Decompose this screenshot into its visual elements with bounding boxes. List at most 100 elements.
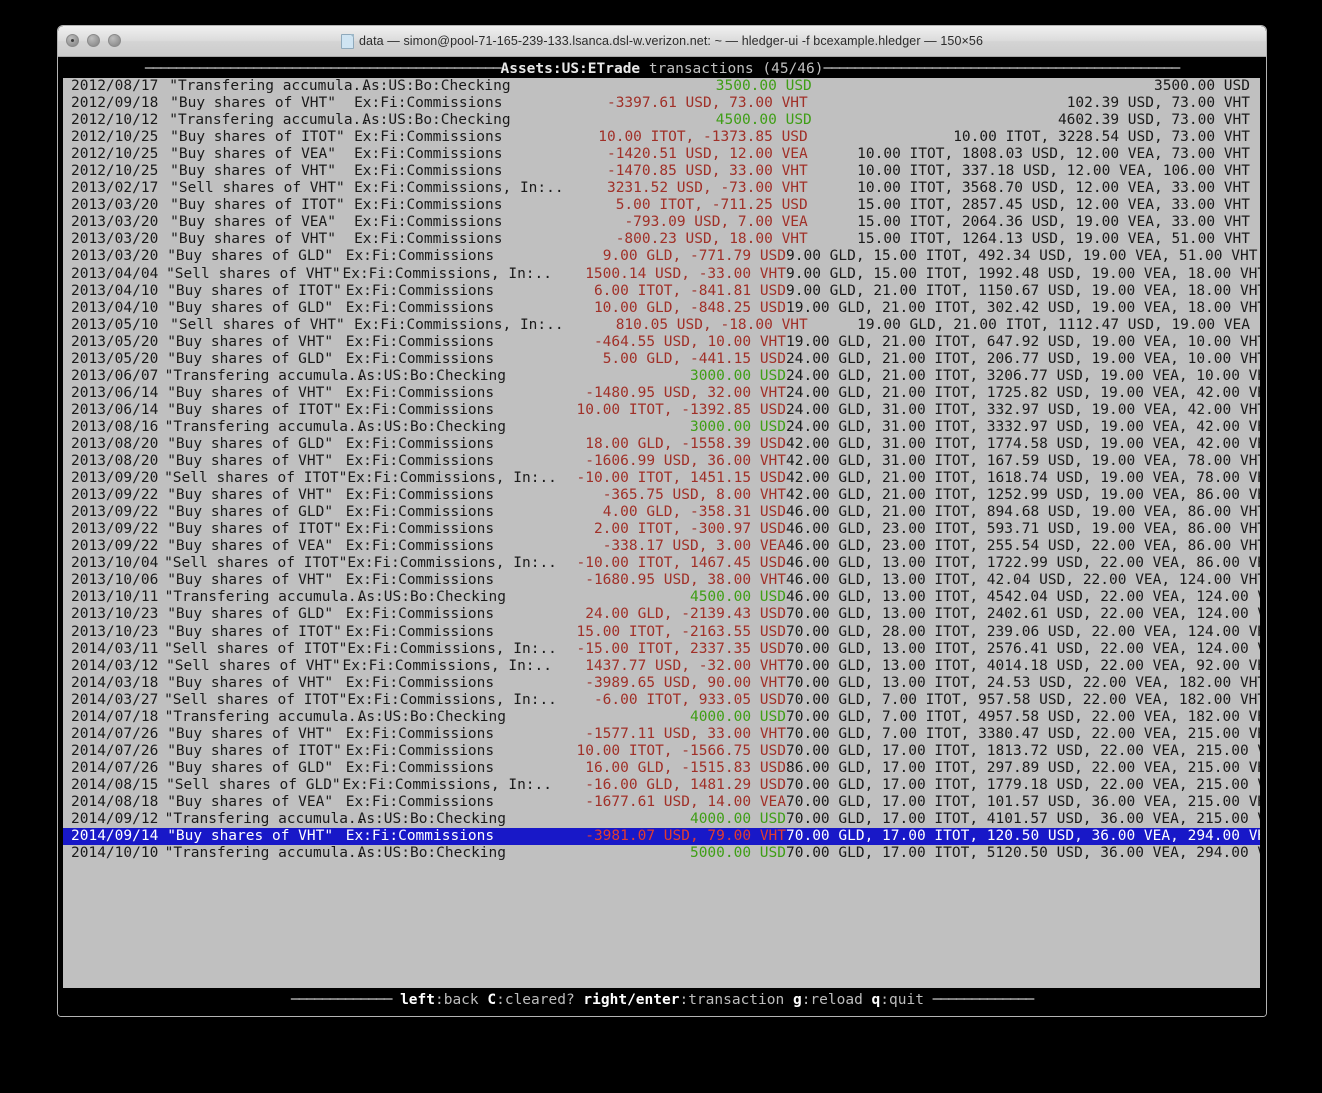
cell-acct: Ex:Fi:Commissions xyxy=(345,793,495,810)
table-row[interactable]: 2014/03/27 "Sell shares of ITOT" Ex:Fi:Com… xyxy=(63,692,1260,709)
table-row[interactable]: 2014/09/12 "Transfering accumula.. As:US:B… xyxy=(63,811,1260,828)
cell-bal: 19.00 GLD, 21.00 ITOT, 1112.47 USD, 19.0… xyxy=(857,316,1251,333)
table-row[interactable]: 2012/10/12 "Transfering accumula.. As:US:B… xyxy=(63,112,1260,129)
table-row[interactable]: 2013/09/22 "Buy shares of GLD" Ex:Fi:Commi… xyxy=(63,504,1260,521)
table-row[interactable]: 2012/08/17 "Transfering accumula.. As:US:B… xyxy=(63,78,1260,95)
cell-chg: 10.00 ITOT, -1373.85 USD xyxy=(598,129,808,146)
table-row[interactable]: 2014/07/26 "Buy shares of ITOT" Ex:Fi:Comm… xyxy=(63,743,1260,760)
table-row[interactable]: 2013/04/10 "Buy shares of GLD" Ex:Fi:Commi… xyxy=(63,300,1260,317)
table-row[interactable]: 2013/05/10 "Sell shares of VHT" Ex:Fi:Comm… xyxy=(63,317,1260,334)
table-row[interactable]: 2014/07/18 "Transfering accumula.. As:US:B… xyxy=(63,709,1260,726)
table-row[interactable]: 2013/08/16 "Transfering accumula.. As:US:B… xyxy=(63,419,1260,436)
cell-acct: Ex:Fi:Commissions xyxy=(345,401,495,418)
table-row[interactable]: 2012/10/25 "Buy shares of VEA" Ex:Fi:Commi… xyxy=(63,146,1260,163)
table-row[interactable]: 2014/07/26 "Buy shares of VHT" Ex:Fi:Commi… xyxy=(63,726,1260,743)
close-button[interactable] xyxy=(66,34,79,47)
cell-chg: -338.17 USD, 3.00 VEA xyxy=(602,538,787,555)
minimize-button[interactable] xyxy=(87,34,100,47)
cell-desc: "Sell shares of ITOT" xyxy=(164,555,348,572)
cell-acct: Ex:Fi:Commissions, In:.. xyxy=(342,657,552,674)
table-row[interactable]: 2013/06/14 "Buy shares of VHT" Ex:Fi:Commi… xyxy=(63,385,1260,402)
cell-chg: 810.05 USD, -18.00 VHT xyxy=(615,316,808,333)
cell-desc: "Sell shares of ITOT" xyxy=(164,640,348,657)
cell-date: 2013/05/10 xyxy=(71,316,159,333)
table-row[interactable]: 2013/09/22 "Buy shares of VEA" Ex:Fi:Commi… xyxy=(63,538,1260,555)
table-row[interactable]: 2013/02/17 "Sell shares of VHT" Ex:Fi:Comm… xyxy=(63,180,1260,197)
table-row[interactable]: 2014/03/12 "Sell shares of VHT" Ex:Fi:Comm… xyxy=(63,658,1260,675)
cell-chg: 4000.00 USD xyxy=(689,708,786,725)
cell-desc: "Buy shares of VHT" xyxy=(167,487,334,504)
cell-desc: "Transfering accumula.. xyxy=(164,367,366,384)
table-row[interactable]: 2013/06/14 "Buy shares of ITOT" Ex:Fi:Comm… xyxy=(63,402,1260,419)
table-row[interactable]: 2013/10/23 "Buy shares of ITOT" Ex:Fi:Comm… xyxy=(63,624,1260,641)
keybind-action-reload: reload xyxy=(810,992,863,1008)
cell-bal: 70.00 GLD, 17.00 ITOT, 120.50 USD, 36.00… xyxy=(786,828,1260,845)
cell-chg: 5.00 GLD, -441.15 USD xyxy=(602,350,787,367)
table-row[interactable]: 2014/10/10 "Transfering accumula.. As:US:B… xyxy=(63,845,1260,862)
cell-date: 2014/10/10 xyxy=(71,845,159,862)
cell-chg: 18.00 GLD, -1558.39 USD xyxy=(585,435,787,452)
table-row[interactable]: 2013/03/20 "Buy shares of VHT" Ex:Fi:Commi… xyxy=(63,231,1260,248)
cell-chg: -365.75 USD, 8.00 VHT xyxy=(602,487,787,504)
cell-date: 2013/08/20 xyxy=(71,435,159,452)
cell-chg: 6.00 ITOT, -841.81 USD xyxy=(593,282,787,299)
cell-bal: 42.00 GLD, 21.00 ITOT, 1252.99 USD, 19.0… xyxy=(786,487,1260,504)
table-row[interactable]: 2013/05/20 "Buy shares of VHT" Ex:Fi:Commi… xyxy=(63,334,1260,351)
table-row[interactable]: 2013/04/10 "Buy shares of ITOT" Ex:Fi:Comm… xyxy=(63,283,1260,300)
table-row[interactable]: 2012/09/18 "Buy shares of VHT" Ex:Fi:Commi… xyxy=(63,95,1260,112)
table-row[interactable]: 2013/10/04 "Sell shares of ITOT" Ex:Fi:Com… xyxy=(63,555,1260,572)
cell-desc: "Transfering accumula.. xyxy=(164,589,366,606)
table-row[interactable]: 2014/07/26 "Buy shares of GLD" Ex:Fi:Commi… xyxy=(63,760,1260,777)
cell-desc: "Buy shares of ITOT" xyxy=(167,521,342,538)
table-row[interactable]: 2012/10/25 "Buy shares of ITOT" Ex:Fi:Comm… xyxy=(63,129,1260,146)
table-row[interactable]: 2013/03/20 "Buy shares of ITOT" Ex:Fi:Comm… xyxy=(63,197,1260,214)
table-row[interactable]: 2013/03/20 "Buy shares of VEA" Ex:Fi:Commi… xyxy=(63,214,1260,231)
cell-chg: 3231.52 USD, -73.00 VHT xyxy=(606,180,808,197)
table-row[interactable]: 2014/09/14 "Buy shares of VHT" Ex:Fi:Commi… xyxy=(63,828,1260,846)
cell-desc: "Buy shares of VHT" xyxy=(167,828,334,845)
table-row[interactable]: 2013/04/04 "Sell shares of VHT" Ex:Fi:Comm… xyxy=(63,266,1260,283)
table-row[interactable]: 2012/10/25 "Buy shares of VHT" Ex:Fi:Commi… xyxy=(63,163,1260,180)
cell-chg: -1470.85 USD, 33.00 VHT xyxy=(606,163,808,180)
cell-desc: "Buy shares of VEA" xyxy=(167,538,334,555)
table-row[interactable]: 2013/09/20 "Sell shares of ITOT" Ex:Fi:Com… xyxy=(63,470,1260,487)
table-row[interactable]: 2014/08/15 "Sell shares of GLD" Ex:Fi:Comm… xyxy=(63,777,1260,794)
cell-acct: Ex:Fi:Commissions xyxy=(345,333,495,350)
footer-rule-right: ───────────── xyxy=(932,992,1034,1008)
table-row[interactable]: 2013/10/06 "Buy shares of VHT" Ex:Fi:Commi… xyxy=(63,572,1260,589)
zoom-button[interactable] xyxy=(108,34,121,47)
cell-date: 2013/10/23 xyxy=(71,606,159,623)
table-row[interactable]: 2013/10/23 "Buy shares of GLD" Ex:Fi:Commi… xyxy=(63,606,1260,623)
cell-acct: Ex:Fi:Commissions, In:.. xyxy=(354,316,564,333)
cell-date: 2013/03/20 xyxy=(71,248,159,265)
table-row[interactable]: 2013/10/11 "Transfering accumula.. As:US:B… xyxy=(63,589,1260,606)
keybind-key-left: left xyxy=(400,992,435,1008)
transaction-rows[interactable]: 2012/08/17 "Transfering accumula.. As:US:B… xyxy=(63,78,1260,862)
table-row[interactable]: 2013/03/20 "Buy shares of GLD" Ex:Fi:Commi… xyxy=(63,248,1260,265)
cell-acct: Ex:Fi:Commissions xyxy=(345,350,495,367)
window-titlebar[interactable]: data — simon@pool-71-165-239-133.lsanca.… xyxy=(58,26,1266,57)
keybind-action-back: back xyxy=(443,992,479,1008)
cell-desc: "Transfering accumula.. xyxy=(164,845,366,862)
table-row[interactable]: 2013/09/22 "Buy shares of ITOT" Ex:Fi:Comm… xyxy=(63,521,1260,538)
transaction-list[interactable]: 2012/08/17 "Transfering accumula.. As:US:B… xyxy=(63,78,1260,988)
table-row[interactable]: 2013/05/20 "Buy shares of GLD" Ex:Fi:Commi… xyxy=(63,351,1260,368)
cell-date: 2012/08/17 xyxy=(71,78,159,94)
cell-bal: 70.00 GLD, 17.00 ITOT, 5120.50 USD, 36.0… xyxy=(786,845,1260,862)
table-row[interactable]: 2013/08/20 "Buy shares of GLD" Ex:Fi:Commi… xyxy=(63,436,1260,453)
cell-bal: 70.00 GLD, 13.00 ITOT, 2402.61 USD, 22.0… xyxy=(786,606,1260,623)
cell-desc: "Buy shares of GLD" xyxy=(167,435,334,452)
cell-bal: 10.00 ITOT, 3568.70 USD, 12.00 VEA, 33.0… xyxy=(857,180,1251,197)
table-row[interactable]: 2014/03/11 "Sell shares of ITOT" Ex:Fi:Com… xyxy=(63,641,1260,658)
table-row[interactable]: 2014/03/18 "Buy shares of VHT" Ex:Fi:Commi… xyxy=(63,675,1260,692)
cell-bal: 24.00 GLD, 21.00 ITOT, 3206.77 USD, 19.0… xyxy=(786,367,1260,384)
table-row[interactable]: 2013/09/22 "Buy shares of VHT" Ex:Fi:Commi… xyxy=(63,487,1260,504)
table-row[interactable]: 2013/06/07 "Transfering accumula.. As:US:B… xyxy=(63,368,1260,385)
cell-acct: As:US:Bo:Checking xyxy=(357,418,506,435)
header-rule-left: ────────────────────────────────────────… xyxy=(144,61,502,77)
window-controls[interactable] xyxy=(66,34,121,47)
cell-bal: 42.00 GLD, 31.00 ITOT, 167.59 USD, 19.00… xyxy=(786,453,1260,470)
table-row[interactable]: 2014/08/18 "Buy shares of VEA" Ex:Fi:Commi… xyxy=(63,794,1260,811)
cell-acct: Ex:Fi:Commissions xyxy=(345,606,495,623)
table-row[interactable]: 2013/08/20 "Buy shares of VHT" Ex:Fi:Commi… xyxy=(63,453,1260,470)
